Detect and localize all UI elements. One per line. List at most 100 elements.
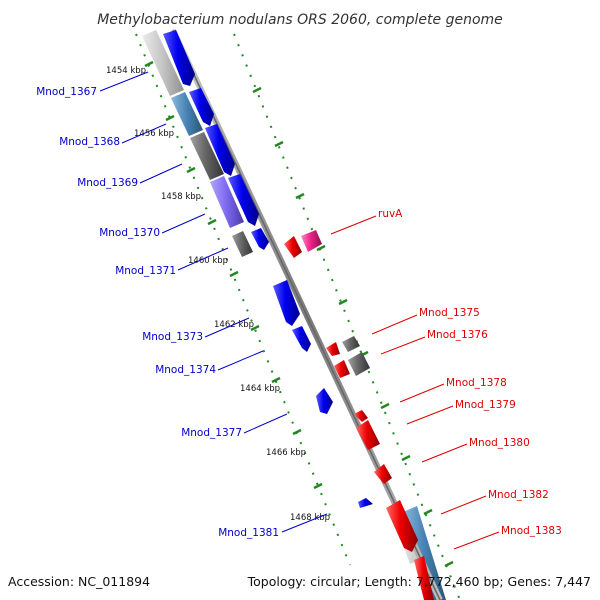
cog-box-light-gray — [142, 30, 184, 96]
gene-label-left[interactable]: Mnod_1368 — [59, 136, 120, 148]
gene-arrow-red — [414, 556, 434, 600]
leader-line — [421, 443, 468, 463]
tick-mark — [295, 192, 305, 200]
gene-arrow-red — [374, 464, 392, 484]
gene-label-right[interactable]: Mnod_1378 — [446, 377, 507, 389]
left-leader-lines — [99, 71, 328, 533]
tick-mark — [316, 244, 326, 252]
kbp-label: 1454 kbp — [106, 66, 146, 76]
gene-arrow-red — [354, 410, 368, 422]
left-gene-labels: Mnod_1367 Mnod_1368 Mnod_1369 Mnod_1370 … — [36, 86, 279, 539]
gene-arrow-blue — [189, 88, 214, 126]
gene-label-left[interactable]: Mnod_1373 — [142, 331, 203, 343]
leader-line — [161, 213, 206, 234]
leader-line — [281, 513, 328, 533]
leader-line — [399, 383, 445, 403]
gene-arrow-blue — [316, 388, 333, 414]
right-gene-labels: ruvA Mnod_1375 Mnod_1376 Mnod_1378 Mnod_… — [378, 208, 562, 537]
gene-label-left[interactable]: Mnod_1367 — [36, 86, 97, 98]
tick-mark — [423, 508, 433, 516]
tick-mark — [165, 114, 175, 122]
tick-mark — [380, 402, 390, 410]
gene-arrow-gray — [342, 336, 360, 352]
gene-arrow-red — [356, 420, 380, 450]
forward-genes — [163, 30, 373, 508]
tick-mark — [186, 166, 196, 174]
kbp-label: 1458 kbp — [161, 192, 201, 202]
tick-mark — [207, 218, 217, 226]
tick-mark — [338, 298, 348, 306]
reverse-genes — [284, 230, 434, 600]
leader-line — [406, 405, 454, 425]
kbp-label: 1466 kbp — [266, 448, 306, 458]
leader-line — [453, 531, 500, 550]
map-title: Methylobacterium nodulans ORS 2060, comp… — [97, 12, 503, 28]
gene-arrow-red — [284, 236, 302, 258]
kbp-label: 1464 kbp — [240, 384, 280, 394]
leader-line — [177, 247, 229, 271]
cog-box-gray — [232, 231, 253, 257]
leader-line — [217, 350, 264, 371]
tick-mark — [250, 324, 260, 332]
genome-summary-text: Topology: circular; Length: 7,772,460 bp… — [247, 574, 591, 589]
cog-box-gray — [190, 132, 224, 180]
gene-arrow-gray — [348, 352, 370, 376]
tick-mark — [313, 482, 323, 490]
tick-mark — [271, 376, 281, 384]
gene-arrow-blue — [292, 326, 311, 352]
gene-arrow-red — [326, 342, 340, 356]
gene-arrow-magenta — [301, 230, 322, 252]
cog-box-steel-blue — [171, 92, 203, 136]
leader-line — [99, 71, 149, 92]
gene-arrow-blue — [251, 228, 269, 250]
kbp-label: 1468 kbp — [290, 513, 330, 523]
gene-arrow-blue — [273, 280, 300, 326]
gene-label-right[interactable]: Mnod_1375 — [419, 307, 480, 319]
major-ticks-right — [252, 86, 454, 568]
tick-mark — [229, 270, 239, 278]
leader-line — [121, 123, 167, 144]
outer-dotted-track — [233, 33, 461, 600]
gene-label-left[interactable]: Mnod_1381 — [218, 527, 279, 539]
gene-label-right[interactable]: Mnod_1380 — [469, 437, 530, 449]
tick-mark — [292, 428, 302, 436]
gene-label-left[interactable]: Mnod_1374 — [155, 364, 216, 376]
major-ticks-left — [144, 60, 323, 490]
gene-arrow-blue — [205, 124, 235, 176]
gene-label-right[interactable]: Mnod_1379 — [455, 399, 516, 411]
leader-line — [330, 215, 377, 235]
gene-arrow-blue — [228, 174, 259, 226]
tick-mark — [252, 86, 262, 94]
tick-mark — [144, 60, 154, 68]
tick-mark — [401, 454, 411, 462]
leader-line — [380, 336, 426, 355]
gene-label-left[interactable]: Mnod_1371 — [115, 265, 176, 277]
gene-arrow-red — [386, 500, 418, 552]
tick-mark — [274, 140, 284, 148]
leader-line — [139, 163, 183, 184]
gene-label-right[interactable]: Mnod_1376 — [427, 329, 488, 341]
gene-arrow-red — [334, 360, 350, 378]
leader-line — [204, 317, 250, 338]
tick-mark — [444, 560, 454, 568]
gene-label-right[interactable]: Mnod_1382 — [488, 489, 549, 501]
gene-label-left[interactable]: Mnod_1369 — [77, 177, 138, 189]
gene-arrow-blue — [358, 498, 373, 508]
kbp-label: 1456 kbp — [134, 129, 174, 139]
gene-label-right[interactable]: Mnod_1383 — [501, 525, 562, 537]
gene-label-left[interactable]: Mnod_1370 — [99, 227, 160, 239]
leader-line — [243, 413, 288, 434]
right-leader-lines — [330, 215, 500, 550]
inner-dotted-track — [135, 33, 351, 566]
cog-box-steel-blue — [403, 506, 446, 600]
gene-label-right[interactable]: ruvA — [378, 208, 403, 220]
accession-text: Accession: NC_011894 — [8, 574, 150, 589]
kbp-label: 1460 kbp — [188, 256, 228, 266]
leader-line — [440, 495, 487, 515]
leader-line — [371, 314, 418, 335]
gene-label-left[interactable]: Mnod_1377 — [181, 427, 242, 439]
cog-box-purple — [210, 176, 244, 228]
gene-arrow-blue — [163, 30, 195, 86]
